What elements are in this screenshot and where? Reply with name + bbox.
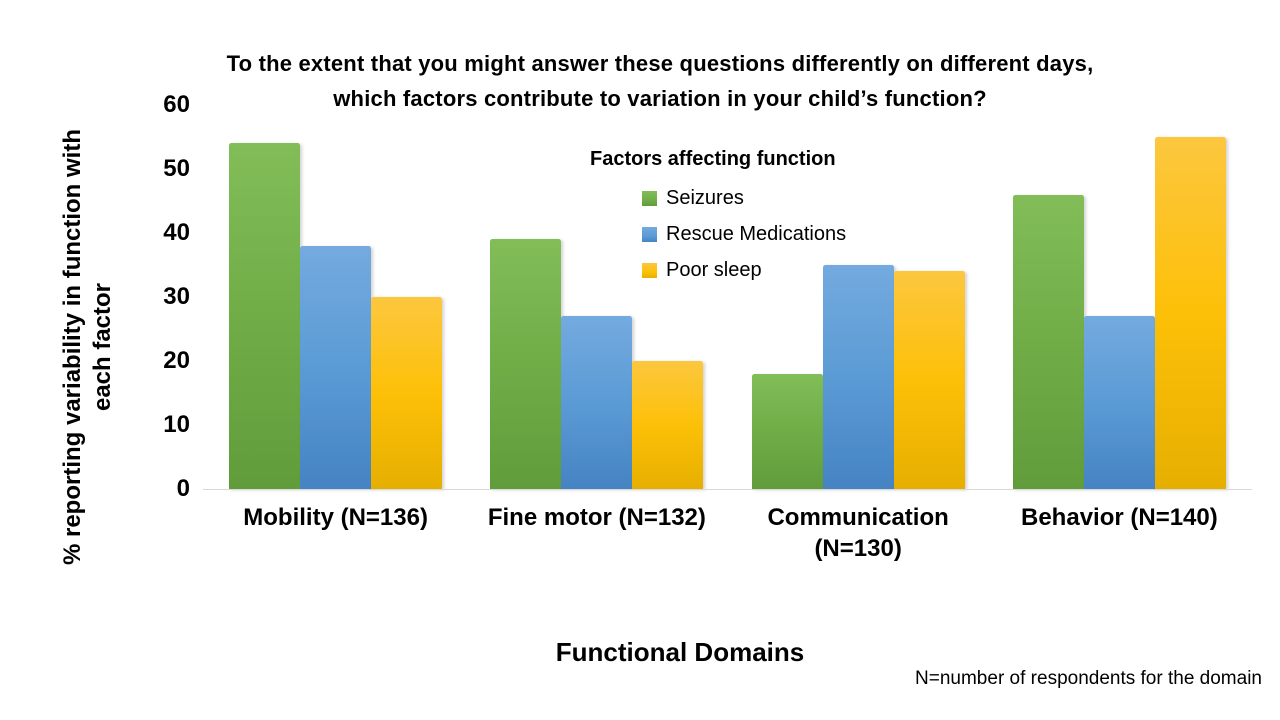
y-tick-label: 50 bbox=[163, 155, 190, 182]
bar bbox=[822, 265, 894, 489]
bar-group bbox=[728, 105, 989, 489]
legend-item-label: Rescue Medications bbox=[666, 223, 847, 245]
x-axis-title: Functional Domains bbox=[555, 637, 805, 667]
legend-title: Factors affecting function bbox=[590, 148, 836, 170]
bar bbox=[893, 271, 965, 489]
y-tick-label: 10 bbox=[163, 411, 190, 438]
legend-item-seizures: Seizures bbox=[642, 180, 846, 216]
bar bbox=[371, 297, 443, 489]
legend-item-label: Poor sleep bbox=[666, 259, 762, 281]
y-tick-label: 20 bbox=[163, 347, 190, 374]
x-category-label: Mobility (N=136) bbox=[243, 504, 428, 531]
chart-title: To the extent that you might answer thes… bbox=[80, 46, 1240, 116]
y-tick-label: 40 bbox=[163, 219, 190, 246]
bar bbox=[229, 143, 301, 489]
legend-item-label: Seizures bbox=[666, 187, 744, 209]
chart-title-line-2: which factors contribute to variation in… bbox=[333, 86, 987, 111]
bar bbox=[561, 316, 633, 489]
bar bbox=[1083, 316, 1155, 489]
x-category-label: Fine motor (N=132) bbox=[487, 504, 706, 531]
y-tick-label: 0 bbox=[176, 475, 190, 502]
x-axis-line bbox=[203, 489, 1252, 490]
bar bbox=[490, 239, 562, 489]
footnote: N=number of respondents for the domain bbox=[915, 668, 1262, 689]
chart-title-line-1: To the extent that you might answer thes… bbox=[226, 51, 1094, 76]
bar bbox=[1012, 194, 1084, 489]
legend-items: Seizures Rescue Medications Poor sleep bbox=[642, 180, 846, 288]
x-category-label: Communication (N=130) bbox=[767, 504, 949, 562]
bar bbox=[300, 245, 372, 489]
legend-color-swatch-icon bbox=[642, 226, 657, 242]
y-tick-label: 30 bbox=[163, 283, 190, 310]
legend-item-rescue-medications: Rescue Medications bbox=[642, 216, 846, 252]
bar bbox=[751, 373, 823, 489]
y-axis-title-line-1: % reporting variability in function with bbox=[59, 128, 86, 566]
bar bbox=[632, 361, 704, 489]
legend-color-swatch-icon bbox=[642, 262, 657, 278]
plot-area bbox=[205, 105, 1250, 489]
legend-item-poor-sleep: Poor sleep bbox=[642, 252, 846, 288]
y-tick-label: 60 bbox=[163, 91, 190, 118]
legend-color-swatch-icon bbox=[642, 190, 657, 206]
legend: Factors affecting function Seizures Resc… bbox=[590, 147, 846, 288]
bar-group bbox=[466, 105, 727, 489]
x-category-label: Behavior (N=140) bbox=[1021, 504, 1218, 531]
bar-group bbox=[989, 105, 1250, 489]
bar bbox=[1154, 137, 1226, 489]
bar-group bbox=[205, 105, 466, 489]
